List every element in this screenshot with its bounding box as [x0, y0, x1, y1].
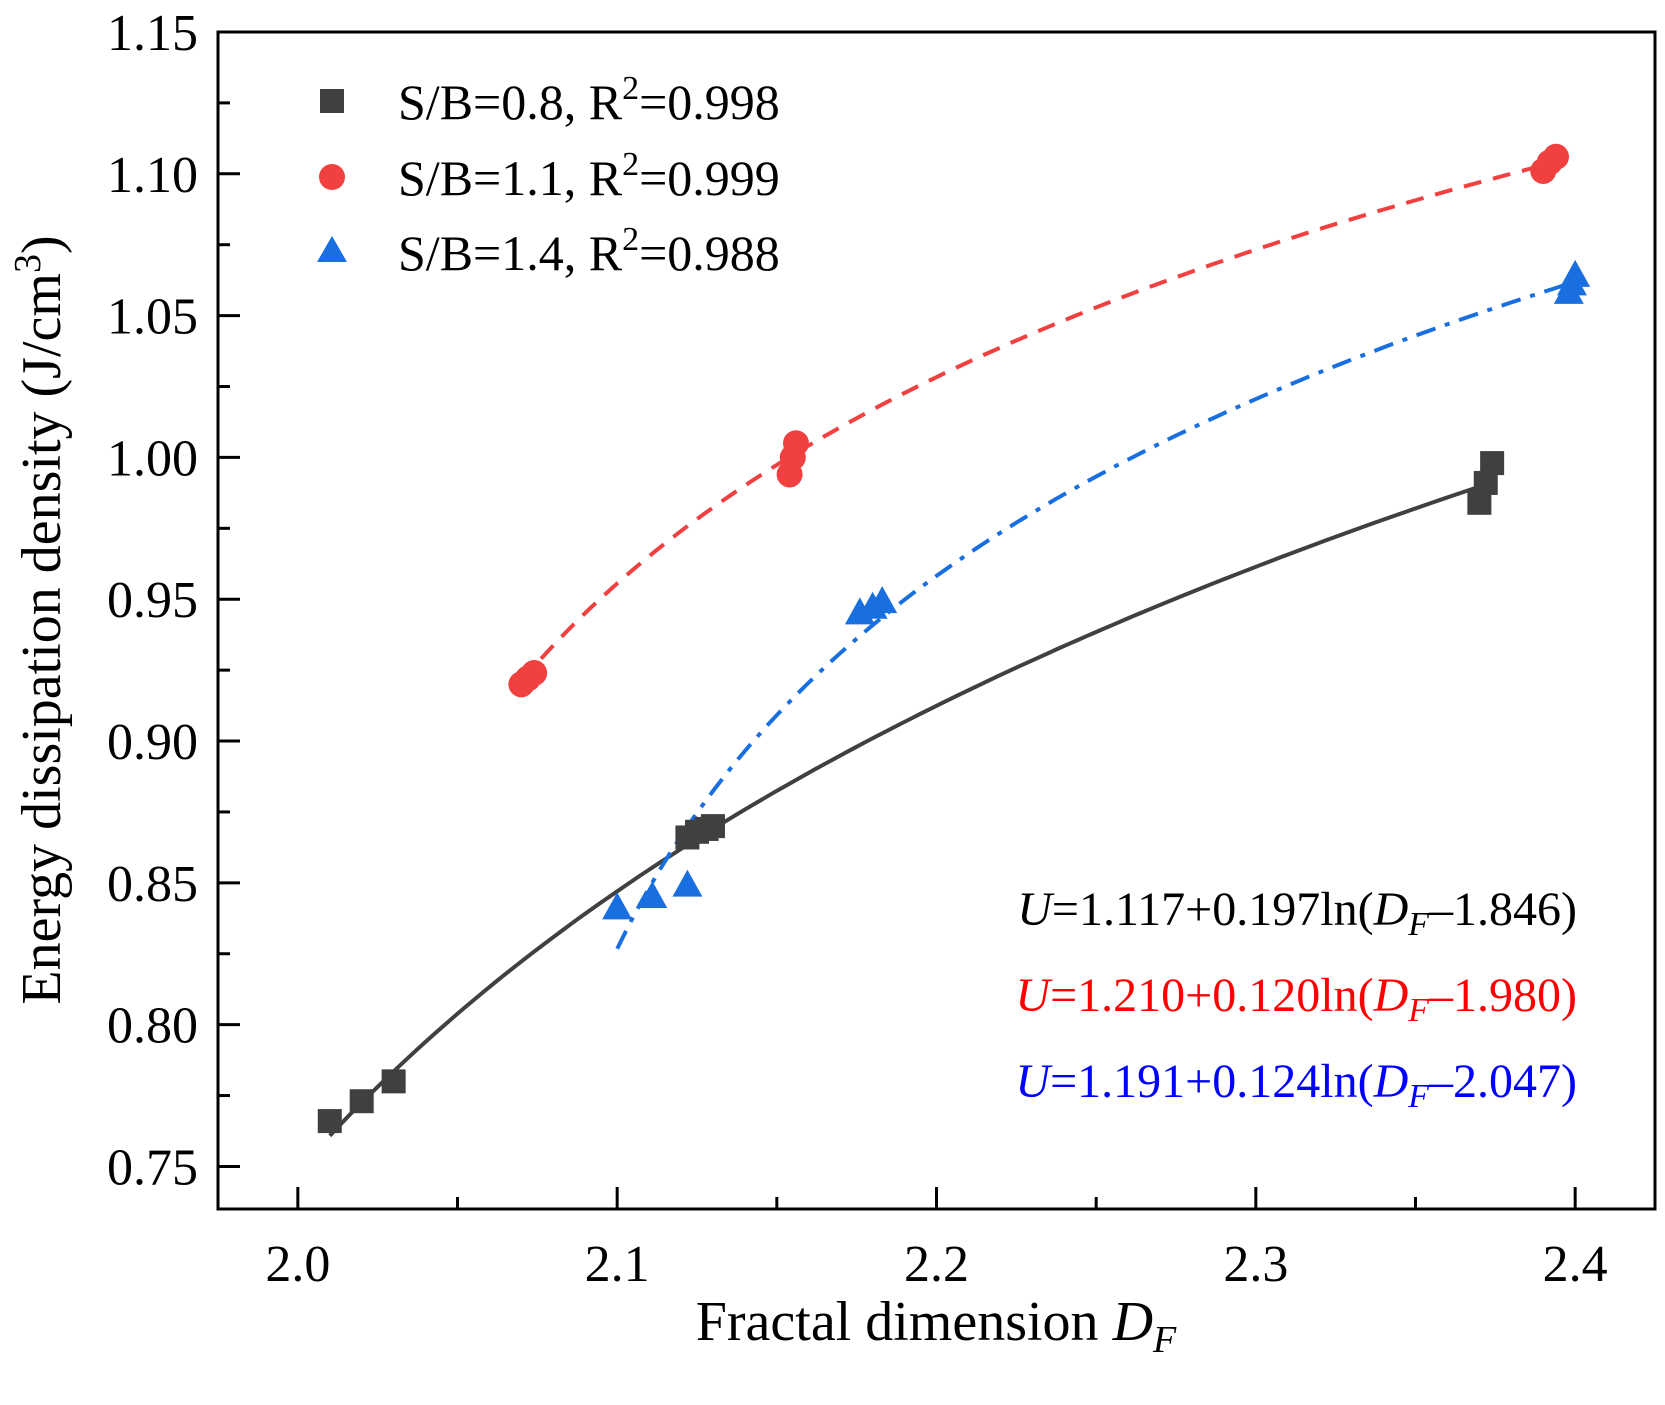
y-axis-title: Energy dissipation density (J/cm3)	[7, 235, 73, 1004]
y-tick-label: 1.10	[107, 147, 198, 204]
equation-sb11: U=1.210+0.120ln(DF–1.980)	[1015, 969, 1577, 1029]
fit-curve-series-2	[615, 279, 1576, 950]
x-tick-label: 2.2	[904, 1236, 969, 1293]
legend-label-sb08: S/B=0.8, R2=0.998	[398, 70, 780, 130]
x-tick-label: 2.4	[1543, 1236, 1608, 1293]
data-point-circle	[782, 430, 809, 457]
x-tick-label: 2.1	[585, 1236, 650, 1293]
data-point-square	[381, 1069, 406, 1094]
y-tick-label: 0.80	[107, 998, 198, 1055]
y-tick-label: 1.05	[107, 289, 198, 346]
legend-label-sb11: S/B=1.1, R2=0.999	[398, 146, 780, 206]
y-tick-label: 0.90	[107, 714, 198, 771]
x-axis-title: Fractal dimension DF	[696, 1291, 1177, 1361]
legend-label-sb14: S/B=1.4, R2=0.988	[398, 221, 780, 281]
plot-frame	[216, 30, 1657, 1211]
x-tick-label: 2.3	[1223, 1236, 1288, 1293]
fit-curve-series-1	[519, 160, 1557, 683]
data-point-triangle	[637, 881, 668, 909]
data-point-square	[700, 814, 725, 839]
tick-layer	[218, 30, 1577, 1209]
equation-sb14: U=1.191+0.124ln(DF–2.047)	[1015, 1055, 1577, 1115]
y-tick-label: 0.95	[107, 572, 198, 629]
data-point-circle	[1543, 143, 1570, 170]
y-tick-label: 0.75	[107, 1139, 198, 1196]
y-tick-labels: 0.75 0.80 0.85 0.90 0.95 1.00 1.05 1.10 1.15	[107, 5, 198, 1196]
data-points	[317, 143, 1591, 1134]
x-tick-labels: 2.0 2.1 2.2 2.3 2.4	[265, 1236, 1607, 1293]
data-point-circle	[521, 659, 548, 686]
data-point-triangle	[867, 586, 898, 614]
y-tick-label: 1.15	[107, 5, 198, 62]
data-point-square	[1480, 451, 1505, 476]
legend: S/B=0.8, R2=0.998 S/B=1.1, R2=0.999 S/B=…	[317, 70, 780, 281]
fit-curves	[328, 160, 1576, 1138]
data-point-triangle	[1560, 259, 1591, 287]
legend-marker-square	[320, 89, 344, 113]
y-tick-label: 0.85	[107, 856, 198, 913]
data-point-square	[317, 1109, 342, 1134]
data-point-triangle	[672, 869, 703, 897]
legend-marker-circle	[319, 164, 345, 190]
data-point-triangle	[602, 892, 633, 920]
fit-curve-series-0	[328, 480, 1493, 1138]
equation-sb08: U=1.117+0.197ln(DF–1.846)	[1017, 883, 1577, 943]
y-tick-label: 1.00	[107, 430, 198, 487]
x-tick-label: 2.0	[265, 1236, 330, 1293]
fit-equations: U=1.117+0.197ln(DF–1.846) U=1.210+0.120l…	[1015, 883, 1577, 1115]
data-point-square	[349, 1089, 374, 1114]
legend-marker-triangle	[317, 236, 347, 262]
